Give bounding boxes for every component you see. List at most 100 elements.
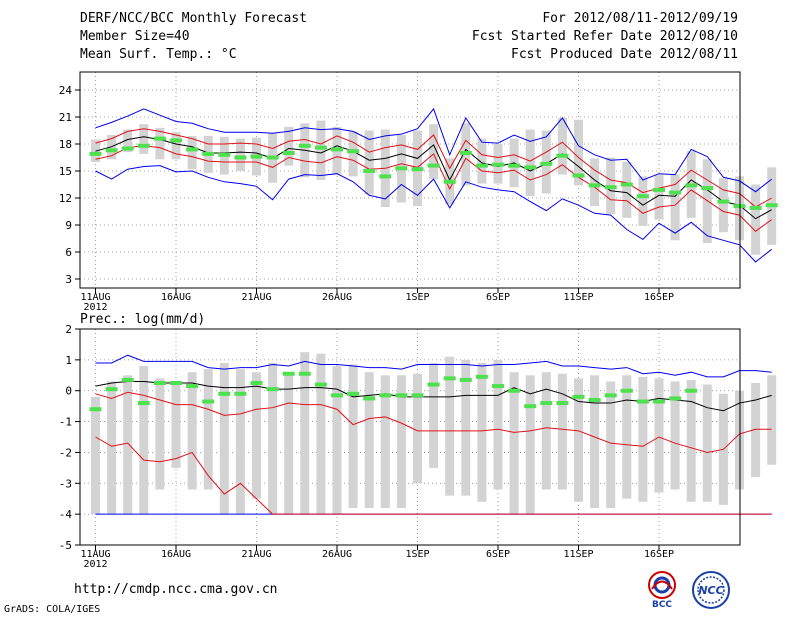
observation-marker <box>379 174 392 179</box>
ensemble-box <box>477 138 487 184</box>
ensemble-box <box>606 381 616 508</box>
ensemble-box <box>91 396 100 515</box>
member-size: Member Size=40 <box>80 29 190 44</box>
ensemble-box <box>348 364 358 508</box>
observation-marker <box>459 151 472 155</box>
variable-label: Mean Surf. Temp.: °C <box>80 47 237 62</box>
ensemble-box <box>155 378 165 490</box>
ensemble-box <box>654 174 664 220</box>
observation-marker <box>282 151 295 155</box>
x-tick-label: 26AUG <box>322 549 352 560</box>
observation-marker <box>89 407 102 412</box>
observation-marker <box>186 384 199 389</box>
ensemble-box <box>590 375 600 508</box>
observation-marker <box>604 185 617 190</box>
max-line <box>95 107 773 193</box>
y-tick-label: -4 <box>59 508 73 521</box>
observation-marker <box>620 182 633 187</box>
ensemble-box <box>171 381 181 468</box>
ensemble-box <box>445 356 455 496</box>
y-tick-label: 2 <box>65 323 72 336</box>
ensemble-box <box>171 132 181 160</box>
ensemble-box <box>525 129 535 197</box>
ensemble-box <box>557 117 567 175</box>
observation-marker <box>314 145 327 150</box>
plot-frame <box>79 328 741 546</box>
x-tick-label: 2012 <box>83 559 107 570</box>
observation-marker <box>89 151 102 156</box>
ensemble-box <box>509 372 519 515</box>
observation-marker <box>492 384 504 389</box>
observation-marker <box>314 382 327 387</box>
precip-title: Prec.: log(mm/d) <box>80 312 205 327</box>
observation-marker <box>653 187 665 192</box>
ensemble-box <box>718 178 728 233</box>
ensemble-box <box>139 366 149 515</box>
chart-title: DERF/NCC/BCC Monthly Forecast <box>80 11 307 26</box>
y-tick-label: 9 <box>65 219 72 232</box>
observation-marker <box>153 381 166 385</box>
observation-marker <box>475 374 488 379</box>
source-url[interactable]: http://cmdp.ncc.cma.gov.cn <box>74 582 278 597</box>
observation-marker <box>202 399 215 404</box>
ensemble-box <box>574 119 583 186</box>
observation-marker <box>475 163 488 168</box>
observation-marker <box>137 401 150 406</box>
observation-marker <box>250 154 263 159</box>
y-tick-label: -2 <box>59 446 72 459</box>
observation-marker <box>459 377 472 382</box>
x-tick-label: 11AUG <box>80 549 110 560</box>
ensemble-box <box>284 375 294 515</box>
ensemble-box <box>670 381 680 490</box>
observation-marker <box>556 401 569 406</box>
observation-marker <box>218 152 231 157</box>
observation-marker <box>170 381 182 385</box>
x-tick-label: 21AUG <box>241 292 271 303</box>
x-tick-label: 16AUG <box>161 549 191 560</box>
observation-marker <box>363 396 376 401</box>
observation-marker <box>234 155 247 160</box>
ensemble-box <box>622 162 632 218</box>
x-tick-label: 11AUG <box>80 292 110 303</box>
observation-marker <box>331 147 343 152</box>
observation-marker <box>395 166 408 171</box>
observation-marker <box>121 146 134 151</box>
observation-marker <box>379 393 392 398</box>
y-tick-label: 24 <box>59 84 73 97</box>
observation-marker <box>572 173 585 178</box>
ensemble-box <box>541 372 551 490</box>
x-tick-label: 16SEP <box>644 292 674 303</box>
ensemble-box <box>767 375 777 465</box>
x-tick-label: 1SEP <box>405 549 429 560</box>
ensemble-box <box>638 376 648 502</box>
ensemble-box <box>107 381 117 515</box>
ensemble-box <box>477 362 487 502</box>
observation-marker <box>121 377 134 382</box>
observation-marker <box>540 161 553 166</box>
y-tick-label: 15 <box>59 165 72 178</box>
observation-marker <box>669 190 682 195</box>
x-tick-label: 11SEP <box>563 549 593 560</box>
observation-marker <box>298 143 311 148</box>
ensemble-box <box>429 124 439 180</box>
observation-marker <box>604 393 617 398</box>
observation-marker <box>234 391 247 396</box>
x-tick-label: 6SEP <box>486 549 510 560</box>
ensemble-box <box>396 375 406 508</box>
lower-quartile-line <box>95 145 772 232</box>
observation-marker <box>266 155 279 160</box>
observation-marker <box>636 194 649 199</box>
observation-marker <box>765 203 778 208</box>
bcc-logo-text: BCC <box>652 600 672 610</box>
observation-marker <box>556 153 569 158</box>
ensemble-box <box>702 384 712 502</box>
y-tick-label: 18 <box>59 138 72 151</box>
ensemble-box <box>187 135 197 170</box>
x-tick-label: 11SEP <box>563 292 593 303</box>
observation-marker <box>347 149 360 154</box>
observation-marker <box>653 399 665 404</box>
y-tick-label: 1 <box>65 354 72 367</box>
ensemble-box <box>654 378 664 493</box>
